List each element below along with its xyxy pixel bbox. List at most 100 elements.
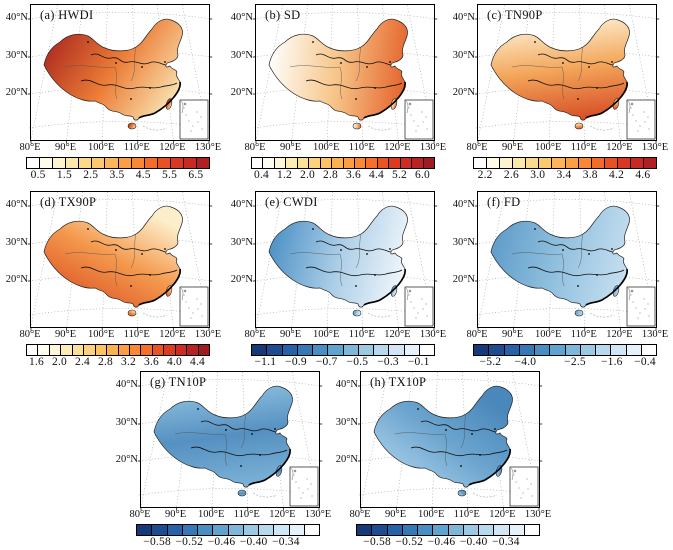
colorbar-segment [27, 158, 41, 168]
colorbar-segment [252, 345, 268, 355]
colorbar-segment [550, 345, 566, 355]
city-dots [312, 41, 391, 100]
yangtze-river [80, 266, 178, 277]
frame-tick-marks [357, 385, 543, 511]
colorbar-segment [53, 158, 67, 168]
lon-tick-label: 80°E [466, 142, 488, 153]
lat-tick-label: 40°N [230, 199, 253, 210]
lon-tick-label: 90°E [55, 142, 77, 153]
lon-tick-label: 120°E [606, 329, 633, 340]
colorbar-segment [144, 158, 158, 168]
colorbar-tick-value: −0.52 [175, 536, 204, 548]
china-map [357, 371, 543, 511]
colorbar-segment [474, 345, 490, 355]
frame-tick-marks [137, 385, 323, 511]
lon-tick-label: 120°E [606, 142, 633, 153]
map-frame [474, 4, 660, 144]
map-frame [137, 371, 323, 511]
colorbar-segment [400, 158, 413, 168]
lon-tick-label: 100°E [198, 509, 225, 520]
colorbar-segment [377, 158, 390, 168]
china-mainland-shape [268, 205, 408, 308]
lat-tick-label: 30°N [5, 237, 28, 248]
hainan-island [457, 489, 467, 497]
colorbar-segment [580, 345, 596, 355]
province-boundaries [289, 233, 362, 287]
map-panel-e: (e) CWDI 40°N 30°N 20°N [227, 188, 450, 370]
panel-title: (g) TN10P [150, 375, 207, 389]
colorbar-segment [61, 345, 73, 355]
colorbar-segment [105, 158, 119, 168]
yangtze-river [305, 266, 403, 277]
colorbar-segment [500, 158, 514, 168]
colorbar-segment [157, 158, 171, 168]
lat-tick-label: 20°N [5, 274, 28, 285]
china-mainland-shape [268, 18, 408, 121]
south-china-sea-inset [179, 286, 209, 327]
colorbar-segment [611, 345, 627, 355]
colorbar-tick-value: 0.4 [254, 169, 269, 181]
hainan-island [127, 309, 137, 317]
lon-tick-label: 80°E [129, 509, 151, 520]
colorbar-segment [141, 345, 153, 355]
offshore-dashed-line [589, 125, 615, 131]
colorbar-segment [552, 158, 566, 168]
colorbar-tick-value: 3.4 [556, 169, 572, 181]
yellow-river [537, 53, 614, 66]
lon-tick-label: 130°E [304, 509, 332, 520]
panel-title: (c) TN90P [487, 8, 543, 22]
colorbar-segment [509, 525, 525, 535]
colorbar-segment [137, 525, 153, 535]
province-boundaries [64, 233, 137, 287]
bold-coastline [468, 448, 512, 486]
lon-tick-label: 100°E [88, 329, 115, 340]
hainan-island [127, 122, 137, 130]
south-china-sea-inset [509, 466, 539, 507]
offshore-dashed-line [142, 312, 168, 318]
colorbar-tick-value: 4.6 [635, 169, 651, 181]
lat-tick-label: 40°N [5, 199, 28, 210]
colorbar-segment [129, 345, 142, 355]
colorbar-segment [297, 345, 313, 355]
lon-tick-label: 130°E [641, 142, 669, 153]
lat-tick-label: 20°N [452, 274, 475, 285]
colorbar-segment [578, 158, 592, 168]
colorbar-tick-value: 4.2 [609, 169, 625, 181]
lat-tick-label: 40°N [452, 199, 475, 210]
colorbar-tick-value: −0.4 [634, 356, 656, 368]
colorbar-segment [118, 158, 132, 168]
south-china-sea-inset [404, 99, 434, 140]
colorbar-segment [494, 525, 510, 535]
colorbar-tick-value: 3.0 [530, 169, 546, 181]
china-map [474, 191, 660, 331]
colorbar-segment [626, 345, 642, 355]
lat-tick-label: 30°N [5, 50, 28, 61]
colorbar-tick-value: 2.8 [323, 169, 338, 181]
province-boundaries [511, 233, 584, 287]
bold-coastline [585, 268, 629, 306]
lon-tick-label: 120°E [159, 329, 186, 340]
colorbar-tick-value: 3.8 [582, 169, 598, 181]
colorbar-tick-value: −4.0 [514, 356, 537, 368]
hainan-island [574, 309, 584, 317]
colorbar-segment [433, 525, 449, 535]
colorbar-segment [131, 158, 145, 168]
lat-tick-label: 40°N [230, 12, 253, 23]
colorbar-segment [38, 345, 50, 355]
china-map [27, 4, 213, 144]
map-frame [27, 191, 213, 331]
colorbar-segment [259, 525, 275, 535]
colorbar-segment [448, 525, 464, 535]
yangtze-river [80, 79, 178, 90]
colorbar-tick-labels: 1.6 2.0 2.4 2.8 3.2 3.6 4.0 4.4 [25, 356, 209, 370]
bold-coastline [585, 81, 629, 119]
colorbar-tick-value: 4.4 [369, 169, 384, 181]
frame-tick-marks [474, 205, 660, 331]
colorbar-segment [197, 158, 210, 168]
yellow-river [90, 240, 167, 253]
colorbar-tick-value: −0.58 [363, 536, 391, 548]
yellow-river [537, 240, 614, 253]
yellow-river [315, 53, 392, 66]
lon-tick-label: 110°E [453, 509, 480, 520]
